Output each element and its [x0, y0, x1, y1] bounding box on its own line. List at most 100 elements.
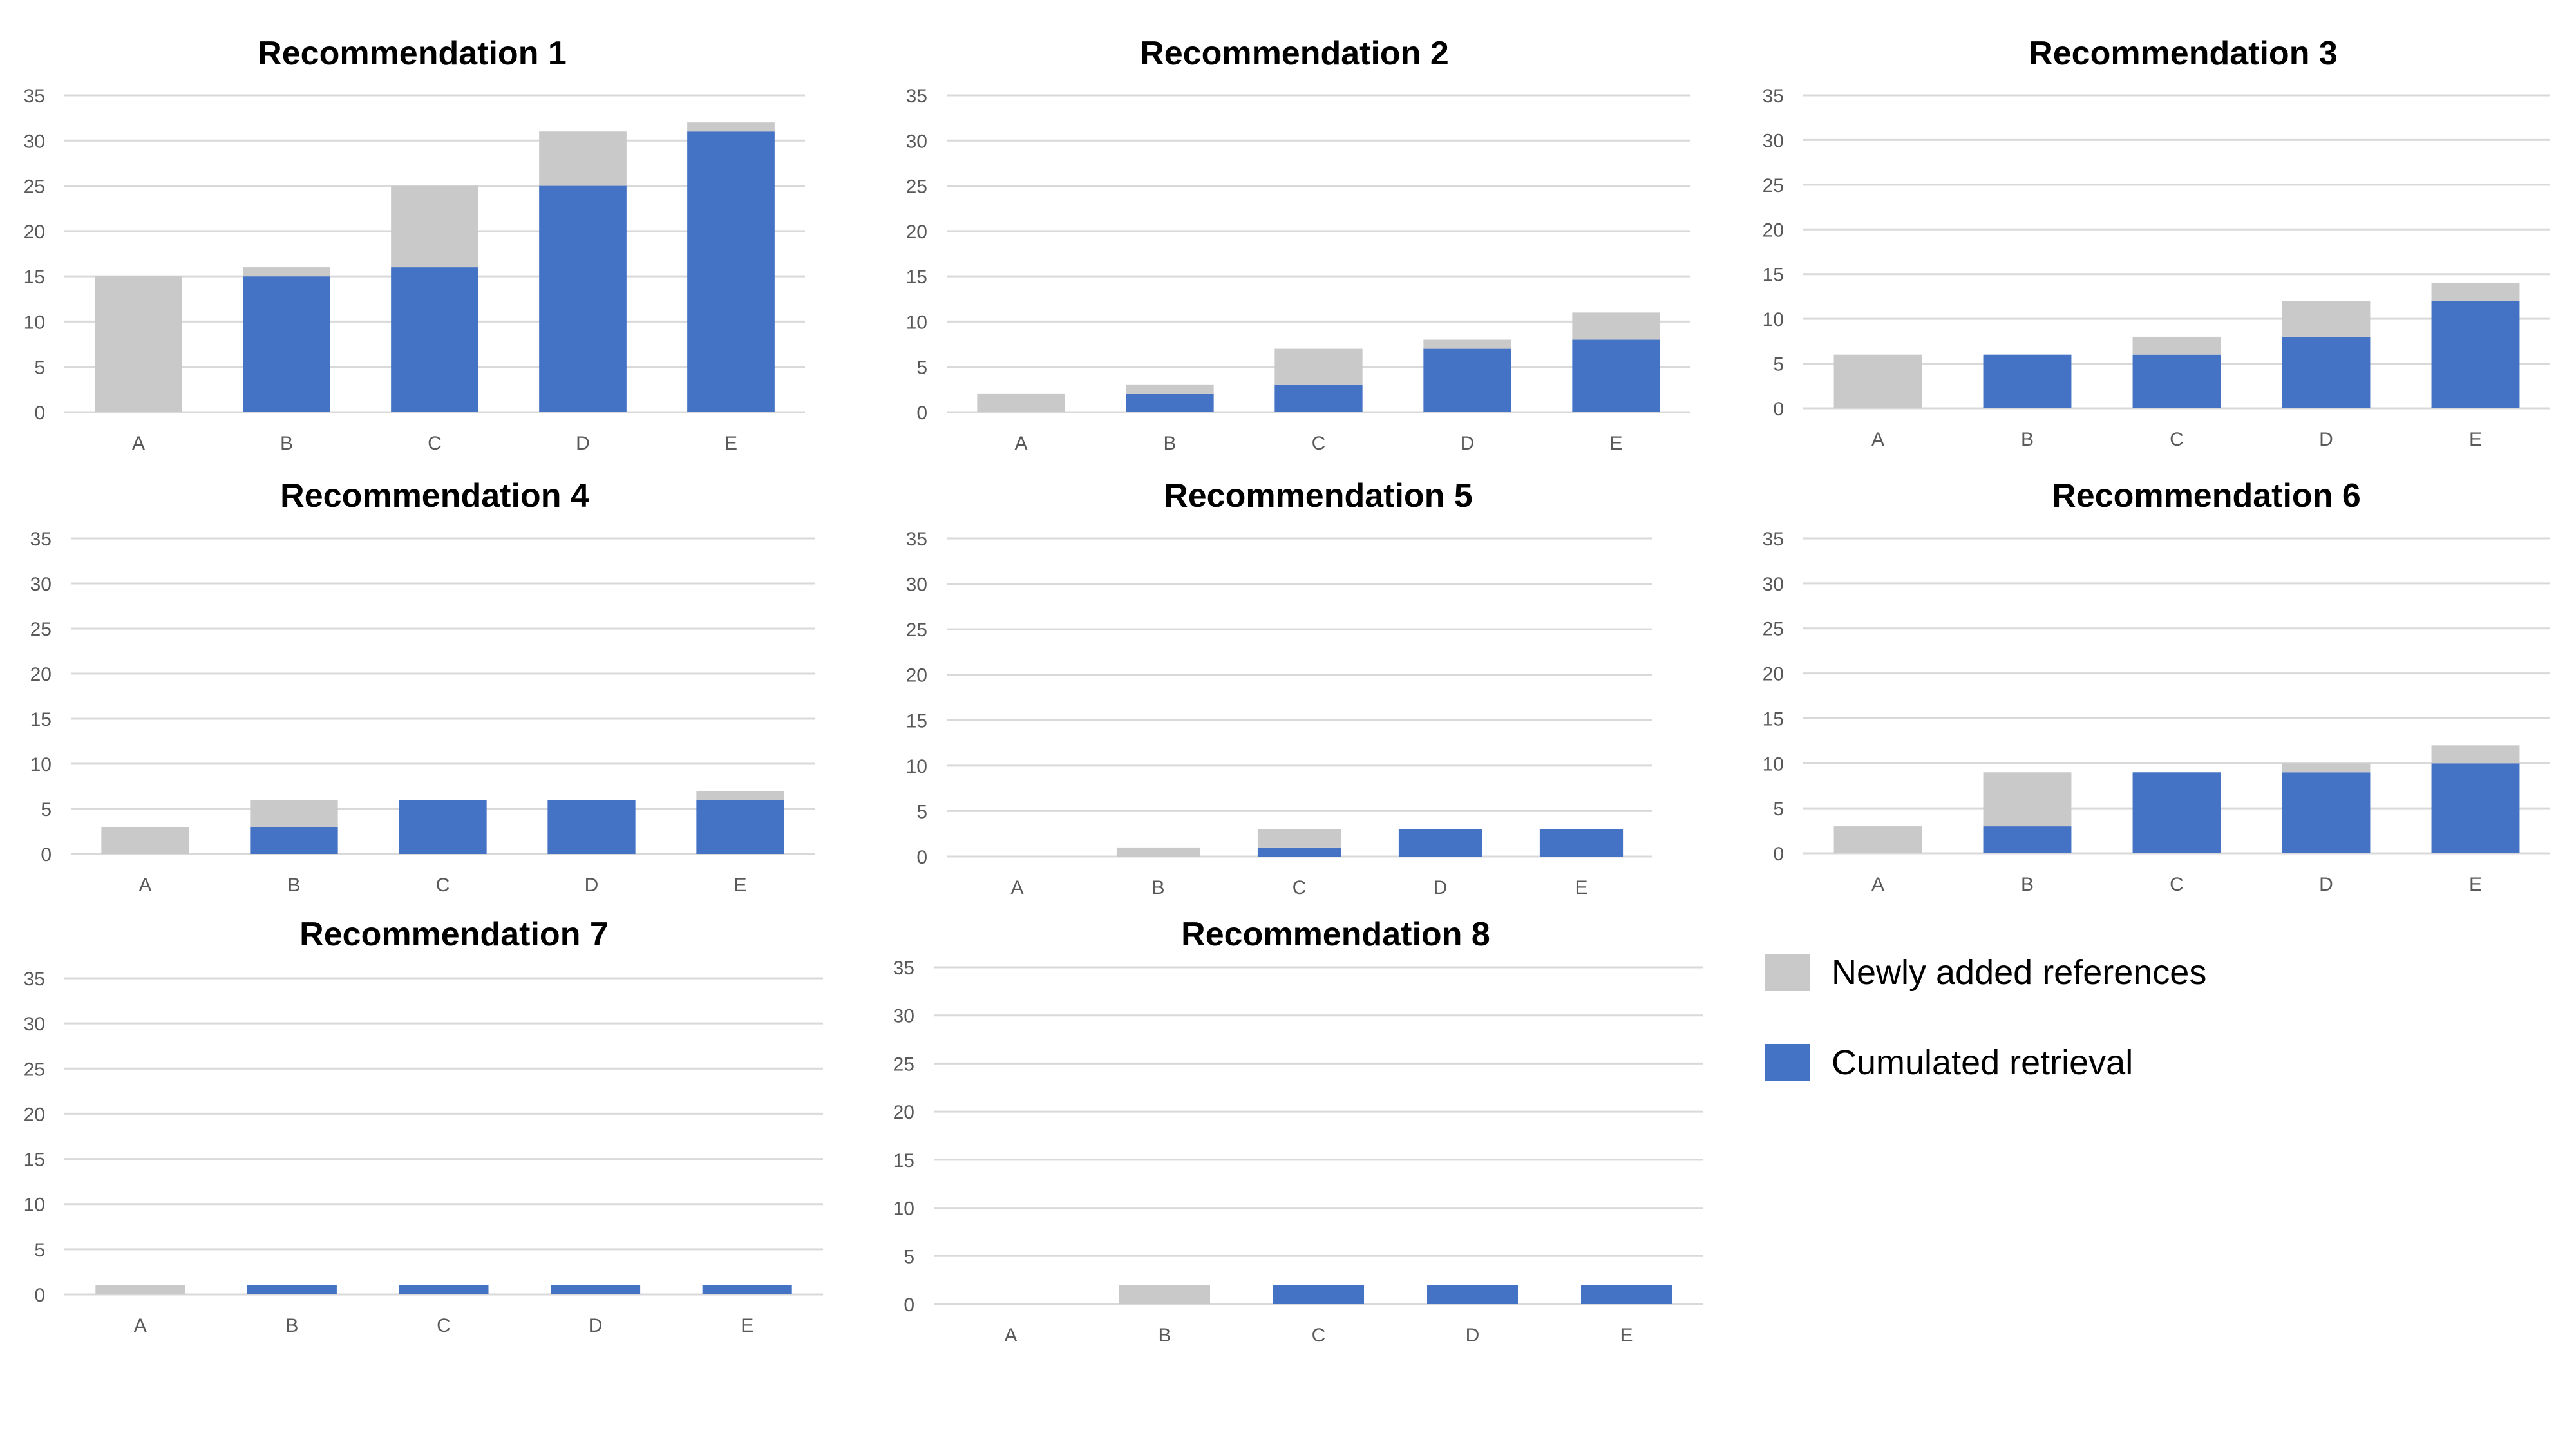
bar-newly-added-E: [2431, 283, 2520, 301]
x-tick-label: D: [2319, 429, 2333, 450]
y-tick-label: 35: [906, 86, 927, 107]
bar-cumulated-C: [1274, 384, 1363, 412]
bar-cumulated-D: [2282, 772, 2371, 853]
bar-newly-added-D: [2282, 763, 2371, 773]
y-tick-label: 30: [24, 131, 45, 152]
x-tick-label: E: [741, 1315, 753, 1336]
x-tick-label: E: [1620, 1325, 1633, 1346]
chart-title: Recommendation 2: [1140, 35, 1449, 72]
bar-cumulated-D: [547, 800, 636, 854]
y-tick-label: 20: [906, 222, 927, 243]
y-tick-label: 35: [893, 958, 914, 979]
x-tick-label: B: [287, 875, 300, 896]
bar-cumulated-C: [391, 267, 478, 412]
y-tick-label: 0: [916, 402, 927, 424]
bar-cumulated-C: [2132, 354, 2221, 408]
y-tick-label: 0: [1773, 844, 1784, 865]
y-tick-label: 15: [1763, 708, 1784, 730]
y-tick-label: 0: [34, 1285, 45, 1306]
bar-newly-added-D: [2282, 301, 2371, 337]
chart-recommendation-8: Recommendation 8 0 5 10 15 20 25 30 35 A B C D E: [893, 916, 1703, 1346]
legend-label-cumulated: Cumulated retrieval: [1832, 1043, 2134, 1082]
bar-newly-added-C: [2132, 336, 2221, 355]
chart-title: Recommendation 5: [1164, 477, 1473, 515]
x-tick-label: A: [134, 1315, 147, 1336]
x-tick-label: B: [280, 433, 293, 454]
bar-newly-added-E: [1572, 312, 1660, 340]
bar-cumulated-B: [243, 276, 330, 412]
x-tick-label: C: [436, 875, 450, 896]
chart-title: Recommendation 1: [258, 35, 567, 72]
y-tick-label: 30: [30, 574, 52, 595]
y-tick-label: 20: [24, 1104, 45, 1125]
y-tick-label: 15: [24, 1150, 45, 1171]
chart-recommendation-2: Recommendation 2 0 5 10 15 20 25 30 35 A B C D E: [906, 35, 1690, 454]
bar-cumulated-B: [250, 827, 338, 854]
y-tick-label: 30: [1763, 574, 1784, 595]
x-tick-label: D: [585, 875, 599, 896]
bar-newly-added-D: [539, 131, 627, 186]
y-tick-label: 15: [30, 709, 52, 730]
x-tick-label: A: [1871, 429, 1884, 450]
x-tick-label: B: [285, 1315, 298, 1336]
x-tick-label: A: [1014, 433, 1027, 454]
bar-newly-added-B: [243, 267, 330, 277]
x-tick-label: A: [1871, 874, 1884, 895]
x-tick-label: A: [1010, 877, 1023, 898]
bar-newly-added-C: [391, 185, 478, 268]
y-tick-label: 5: [916, 357, 927, 379]
x-tick-label: B: [1158, 1325, 1171, 1346]
x-tick-label: C: [428, 433, 442, 454]
bar-cumulated-C: [2132, 772, 2221, 853]
chart-recommendation-7: Recommendation 7 0 5 10 15 20 25 30 35 A B C D E: [24, 916, 823, 1336]
bar-cumulated-D: [551, 1285, 641, 1294]
y-tick-label: 10: [893, 1198, 914, 1220]
bar-newly-added-A: [95, 276, 182, 412]
x-tick-label: B: [1151, 877, 1164, 898]
legend: Newly added references Cumulated retriev…: [1765, 953, 2344, 1133]
y-tick-label: 0: [34, 402, 45, 424]
y-tick-label: 10: [1763, 309, 1784, 330]
y-tick-label: 10: [24, 312, 45, 333]
bar-newly-added-D: [1423, 339, 1511, 349]
bar-cumulated-E: [702, 1285, 792, 1294]
y-tick-label: 0: [41, 844, 52, 866]
bar-cumulated-C: [399, 1285, 489, 1294]
x-tick-label: E: [724, 433, 737, 454]
bar-cumulated-D: [1426, 1285, 1519, 1304]
bar-newly-added-B: [1983, 772, 2072, 827]
legend-swatch-newly-added: [1765, 954, 1810, 991]
bar-cumulated-E: [1539, 829, 1624, 857]
y-tick-label: 20: [893, 1102, 914, 1123]
x-tick-label: D: [2319, 874, 2333, 895]
bar-newly-added-C: [1274, 348, 1363, 385]
y-tick-label: 15: [24, 267, 45, 288]
y-tick-label: 10: [24, 1195, 45, 1216]
y-tick-label: 25: [1763, 619, 1784, 640]
chart-recommendation-6: Recommendation 6 0 5 10 15 20 25 30 35 A B C D E: [1763, 477, 2550, 895]
x-tick-label: D: [1461, 433, 1475, 454]
chart-title: Recommendation 6: [2052, 477, 2361, 515]
bar-newly-added-E: [2431, 745, 2520, 764]
bar-cumulated-C: [399, 800, 487, 854]
x-tick-label: A: [138, 875, 151, 896]
bar-cumulated-B: [1126, 393, 1214, 412]
y-tick-label: 25: [893, 1054, 914, 1075]
chart-title: Recommendation 3: [2029, 35, 2338, 72]
bar-newly-added-E: [696, 791, 784, 800]
y-tick-label: 25: [1763, 175, 1784, 196]
legend-label-newly-added: Newly added references: [1832, 953, 2207, 992]
bar-newly-added-A: [1833, 826, 1922, 853]
bar-newly-added-A: [1833, 354, 1922, 408]
bar-newly-added-B: [1126, 384, 1214, 394]
y-tick-label: 0: [904, 1294, 914, 1316]
y-tick-label: 15: [1763, 265, 1784, 286]
y-tick-label: 10: [906, 756, 927, 777]
y-tick-label: 10: [1763, 753, 1784, 775]
legend-item-newly-added: Newly added references: [1765, 953, 2344, 992]
legend-item-cumulated: Cumulated retrieval: [1765, 1043, 2344, 1082]
y-tick-label: 35: [30, 529, 52, 550]
x-tick-label: D: [589, 1315, 603, 1336]
y-tick-label: 25: [24, 176, 45, 198]
